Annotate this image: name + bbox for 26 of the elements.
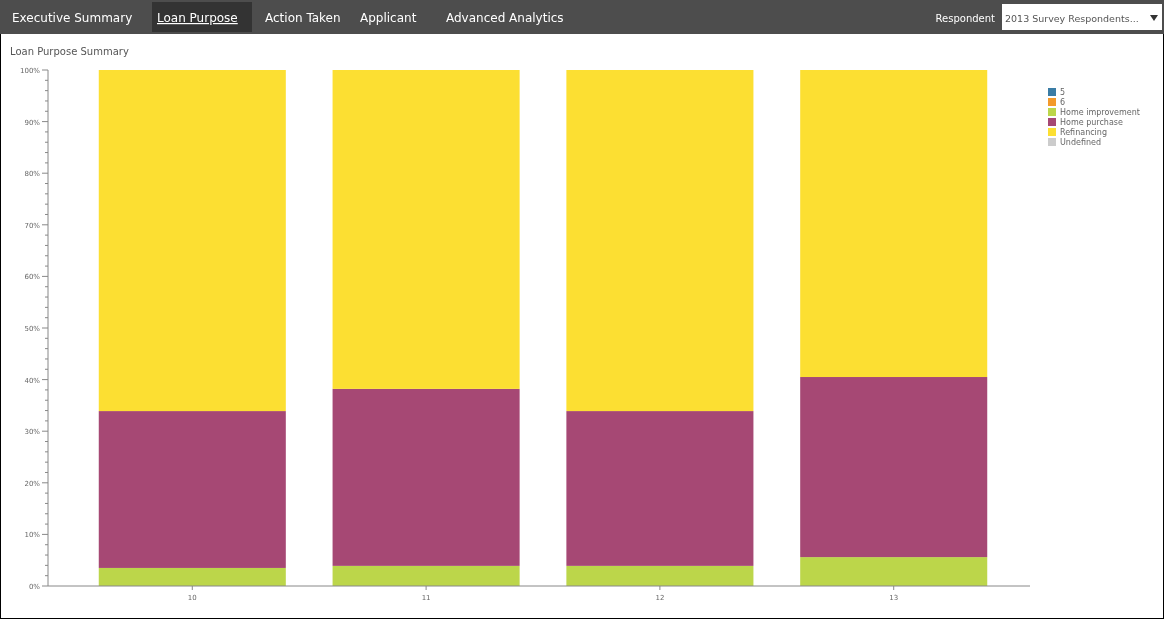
bar [332, 388, 520, 566]
bar [98, 567, 286, 586]
text: Loan Purpose [157, 11, 238, 25]
legend-label: Undefined [1060, 138, 1102, 147]
text: Applicant [360, 11, 417, 25]
bar [566, 411, 754, 566]
bar [98, 411, 286, 568]
text: 2013 Survey Respondents... [1005, 13, 1139, 24]
text: Respondent [935, 13, 996, 24]
bar [800, 377, 988, 558]
legend-label: Refinancing [1060, 128, 1107, 137]
text: Advanced Analytics [446, 11, 564, 25]
bar [800, 70, 988, 378]
bar [566, 565, 754, 586]
legend-label: 5 [1060, 88, 1066, 97]
bar [332, 70, 520, 389]
bar [800, 557, 988, 586]
bar [566, 70, 754, 412]
text: Action Taken [265, 11, 341, 25]
bar [332, 565, 520, 586]
legend-label: 6 [1060, 98, 1066, 107]
chart-title: Loan Purpose Summary [10, 46, 129, 57]
bar [98, 70, 286, 412]
text: Executive Summary [12, 11, 133, 25]
legend-label: Home purchase [1060, 118, 1123, 127]
legend-label: Home improvement [1060, 108, 1140, 117]
